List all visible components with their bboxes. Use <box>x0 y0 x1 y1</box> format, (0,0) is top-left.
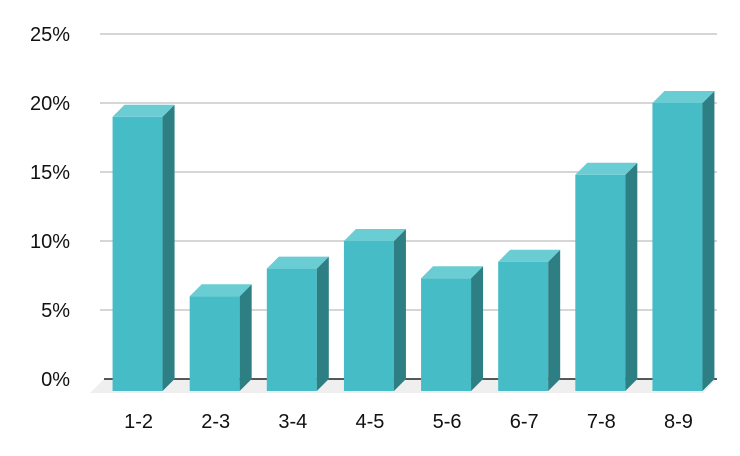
y-tick-label: 5% <box>41 300 70 322</box>
bar-front <box>498 261 549 391</box>
x-tick-label: 6-7 <box>510 411 539 433</box>
x-tick-label: 8-9 <box>664 411 693 433</box>
x-tick-label: 2-3 <box>201 411 230 433</box>
y-tick-label: 15% <box>30 162 70 184</box>
x-tick-label: 4-5 <box>355 411 384 433</box>
bar-front <box>421 278 472 391</box>
bar-front <box>652 103 703 391</box>
bar-top <box>266 256 329 269</box>
bar-side <box>316 256 329 391</box>
y-tick-label: 10% <box>30 231 70 253</box>
y-tick-label: 25% <box>30 24 70 46</box>
bar-top <box>575 162 638 175</box>
bar-side <box>625 162 638 391</box>
bar-4-5 <box>343 229 406 391</box>
bar-top <box>421 266 484 279</box>
bar-side <box>162 104 175 392</box>
bar-front <box>189 296 240 391</box>
x-tick-label: 3-4 <box>278 411 307 433</box>
bar-8-9 <box>652 91 715 391</box>
bar-top <box>652 91 715 103</box>
bar-top <box>189 284 252 297</box>
bar-top <box>498 249 561 262</box>
bar-side <box>702 91 715 391</box>
x-tick-label: 5-6 <box>433 411 462 433</box>
bar-front <box>112 116 163 392</box>
bar-front <box>575 174 626 391</box>
x-tick-label: 7-8 <box>587 411 616 433</box>
y-tick-label: 0% <box>41 369 70 391</box>
bar-6-7 <box>498 249 561 391</box>
bar-3-4 <box>266 256 329 391</box>
x-tick-label: 1-2 <box>124 411 153 433</box>
bar-top <box>112 104 175 117</box>
bar-2-3 <box>189 284 252 391</box>
bar-front <box>266 268 317 391</box>
bar-side <box>548 249 561 391</box>
bar-5-6 <box>421 266 484 391</box>
bar-7-8 <box>575 162 638 391</box>
bar-front <box>343 241 394 391</box>
bar-top <box>343 229 406 241</box>
bar-side <box>239 284 252 391</box>
y-tick-label: 20% <box>30 93 70 115</box>
bar-1-2 <box>112 104 175 392</box>
bar-side <box>393 229 406 391</box>
bar-side <box>471 266 484 391</box>
